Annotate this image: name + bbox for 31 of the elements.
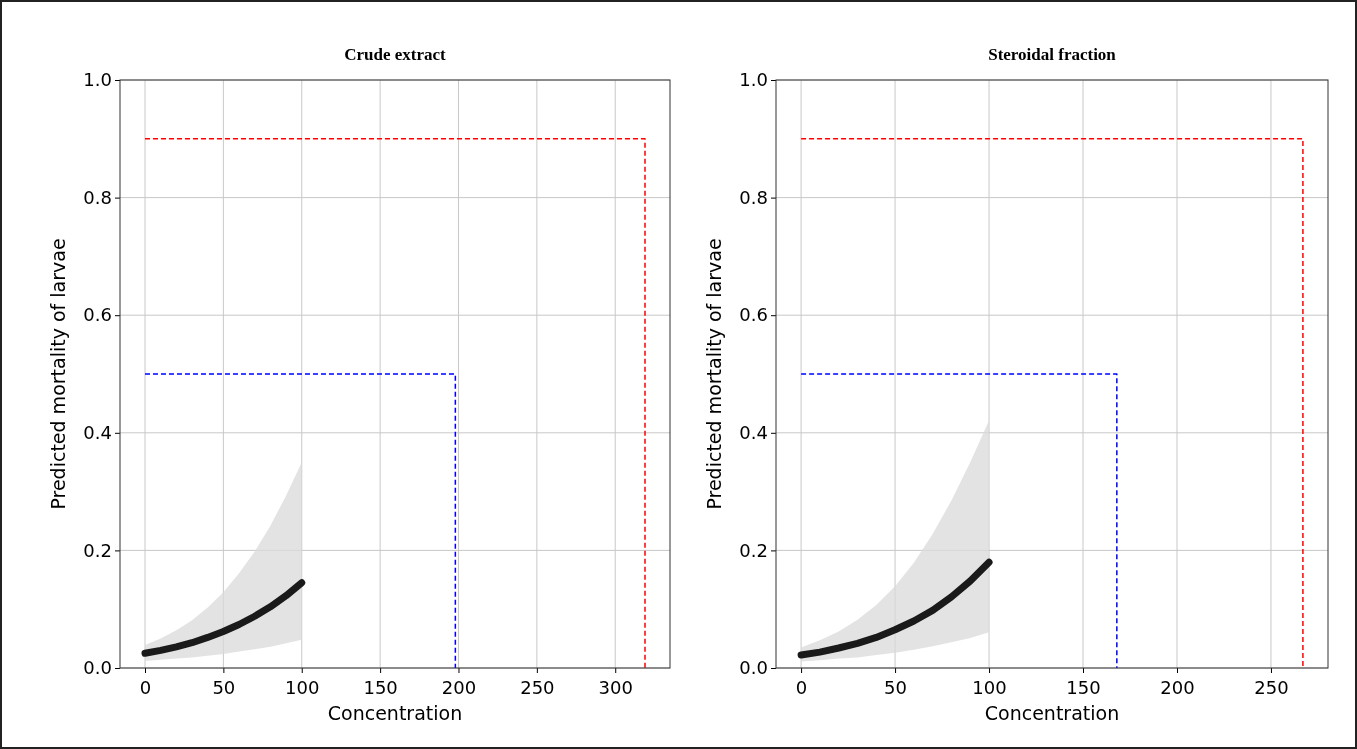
y-tick-label: 0.6 [83, 304, 112, 326]
y-tick-label: 1.0 [739, 69, 768, 91]
x-tick-label: 200 [441, 677, 477, 698]
x-tick-label: 250 [520, 677, 555, 698]
x-tick-label: 0 [139, 677, 152, 698]
y-tick-label: 0.4 [739, 422, 768, 444]
y-tick-label: 0.2 [83, 539, 112, 561]
x-tick-label: 100 [285, 677, 320, 698]
x-tick-label: 250 [1254, 677, 1289, 698]
x-tick-label: 0 [795, 677, 808, 698]
x-tick-label: 200 [1160, 677, 1195, 698]
y-tick-label: 0.0 [739, 657, 768, 679]
y-tick-label: 1.0 [83, 69, 112, 91]
x-tick-label: 150 [1066, 677, 1101, 698]
y-tick-label: 0.8 [83, 186, 112, 208]
y-tick-label: 0.6 [739, 304, 768, 326]
x-tick-label: 50 [884, 677, 908, 698]
chart-title: Crude extract [344, 45, 447, 64]
x-tick-label: 150 [363, 677, 398, 698]
y-tick-label: 0.4 [83, 422, 112, 444]
x-tick-label: 50 [212, 677, 236, 698]
x-axis-title: Concentration [984, 702, 1120, 724]
chart-title: Steroidal fraction [988, 45, 1117, 64]
x-tick-label: 300 [598, 677, 633, 698]
x-axis-title: Concentration [327, 702, 463, 724]
y-tick-label: 0.2 [739, 539, 768, 561]
y-axis-title: Predicted mortality of larvae [703, 238, 725, 510]
x-tick-label: 100 [972, 677, 1007, 698]
y-axis-title: Predicted mortality of larvae [47, 238, 69, 510]
y-tick-label: 0.0 [83, 657, 112, 679]
y-tick-label: 0.8 [739, 186, 768, 208]
